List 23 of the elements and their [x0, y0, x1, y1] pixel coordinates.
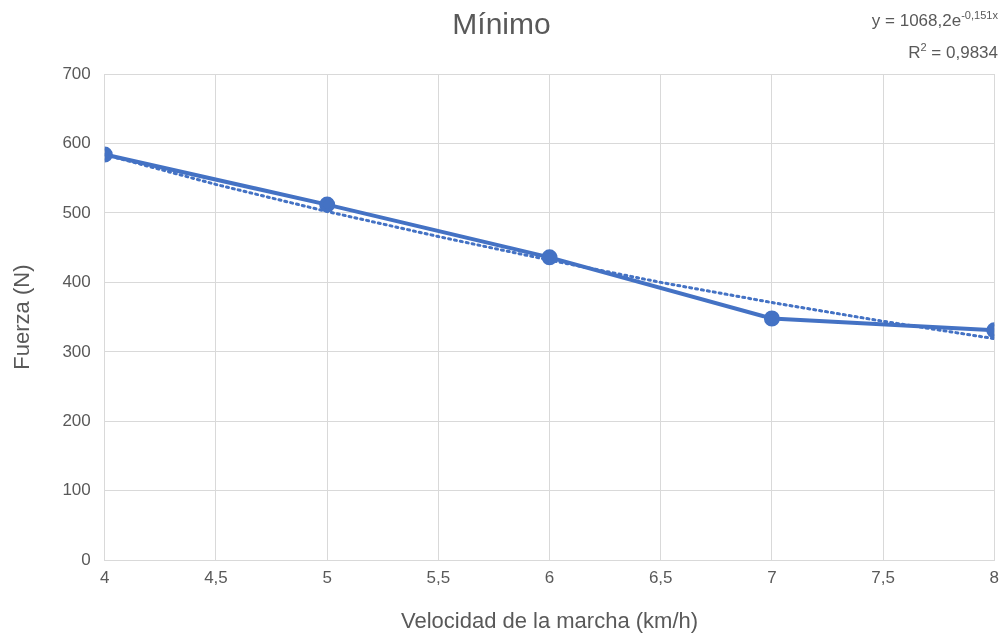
x-tick-label: 4,5: [204, 568, 228, 588]
point: [541, 249, 558, 266]
y-tick-label: 0: [81, 549, 91, 569]
chart-title: Mínimo: [452, 7, 551, 41]
point: [319, 196, 336, 213]
x-tick-label: 5: [322, 568, 332, 588]
point: [763, 310, 780, 327]
y-tick-label: 200: [62, 410, 91, 430]
x-tick-label: 4: [100, 568, 110, 588]
y-axis-title: Fuerza (N): [9, 264, 35, 370]
x-tick-label: 8: [989, 568, 1000, 588]
y-tick-label: 600: [62, 133, 91, 153]
x-axis-title: Velocidad de la marcha (km/h): [400, 607, 699, 633]
x-tick-label: 7: [767, 568, 777, 588]
y-tick-label: 400: [62, 272, 91, 292]
y-tick-label: 100: [62, 480, 91, 500]
y-tick-label: 700: [62, 63, 91, 83]
x-tick-label: 6: [544, 568, 555, 588]
x-tick-label: 6,5: [648, 568, 673, 588]
x-tick-label: 7,5: [871, 568, 895, 588]
y-tick-label: 300: [62, 341, 91, 361]
x-tick-label: 5,5: [426, 568, 451, 588]
y-tick-label: 500: [62, 202, 91, 222]
